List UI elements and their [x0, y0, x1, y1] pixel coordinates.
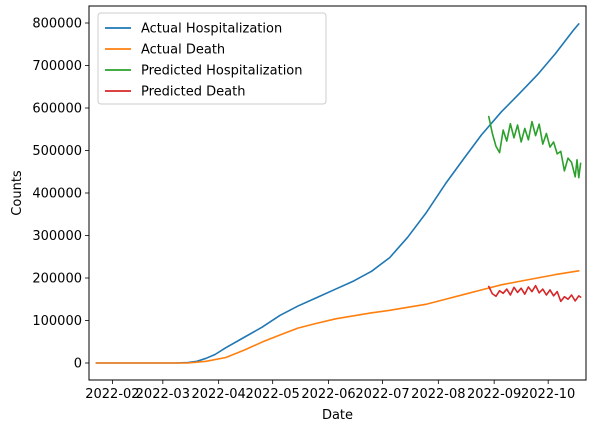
series-layer [95, 23, 582, 364]
y-axis-label: Counts [10, 170, 25, 216]
legend-entry-label: Actual Death [141, 43, 225, 58]
series-line-1 [95, 23, 580, 364]
x-tick-label: 2022-03 [136, 387, 190, 402]
x-tick-label: 2022-09 [467, 387, 521, 402]
x-tick-label: 2022-07 [355, 387, 409, 402]
y-tick-label: 700000 [32, 59, 82, 74]
x-tick-label: 2022-04 [191, 387, 245, 402]
y-tick-label: 0 [74, 357, 82, 372]
series-line-3 [487, 115, 582, 179]
legend-entry-label: Predicted Death [141, 85, 245, 100]
x-tick-label: 2022-06 [301, 387, 355, 402]
y-axis: 0 100000 200000 300000 400000 500000 600000 700… [32, 17, 89, 372]
x-tick-label: 2022-05 [246, 387, 300, 402]
y-tick-label: 100000 [32, 314, 82, 329]
y-tick-label: 400000 [32, 187, 82, 202]
y-tick-label: 200000 [32, 272, 82, 287]
y-tick-label: 300000 [32, 229, 82, 244]
legend-entry-label: Actual Hospitalization [141, 22, 282, 37]
series-line-4 [487, 284, 582, 303]
x-tick-label: 2022-08 [411, 387, 465, 402]
y-tick-label: 800000 [32, 17, 82, 32]
y-tick-label: 500000 [32, 144, 82, 159]
y-tick-label: 600000 [32, 102, 82, 117]
legend-entry-label: Predicted Hospitalization [141, 64, 303, 79]
x-tick-label: 2022-10 [521, 387, 575, 402]
x-axis-label: Date [322, 408, 353, 423]
legend: Actual Hospitalization Actual Death Predic… [97, 12, 327, 105]
series-line-2 [95, 269, 580, 364]
legend-box [97, 12, 327, 105]
x-tick-label: 2022-02 [85, 387, 139, 402]
